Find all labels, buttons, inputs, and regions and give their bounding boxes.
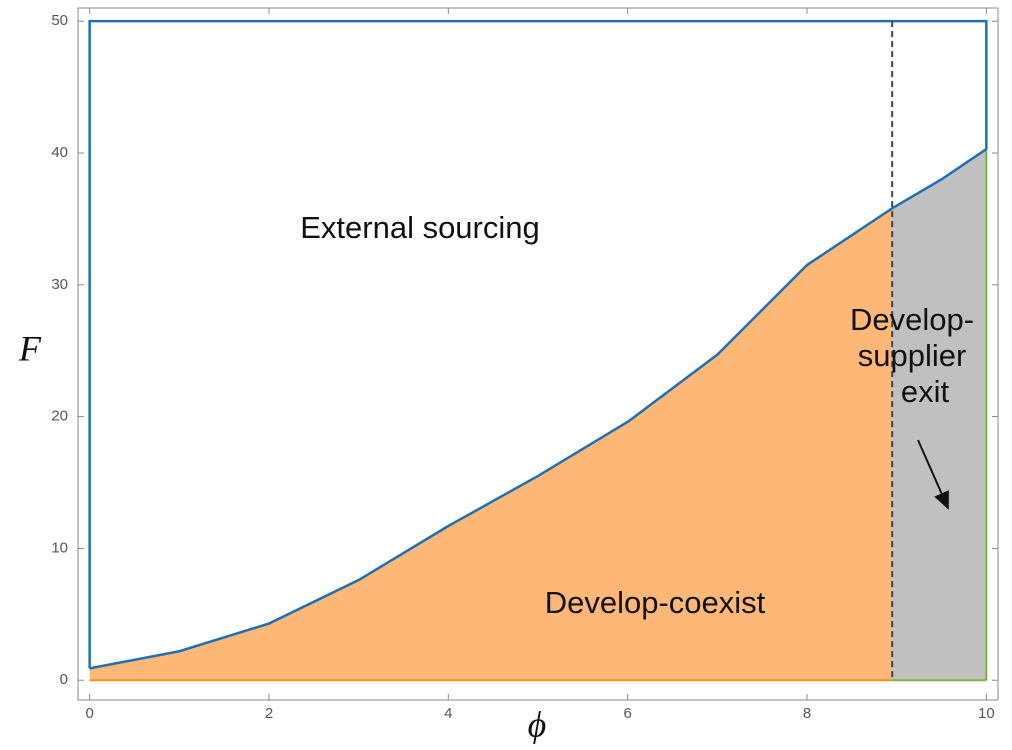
region-area [892,149,987,681]
boundary-curve [89,148,988,670]
region-label: Develop-coexist [545,585,766,620]
region-label: External sourcing [300,210,540,245]
y-axis-label: F [18,328,42,368]
x-tick-label: 2 [265,705,273,722]
plot-frame [77,7,999,701]
x-tick-label: 4 [444,705,452,722]
region-label: supplier [858,338,967,373]
y-tick-label: 20 [51,408,68,425]
y-tick-label: 50 [51,12,68,29]
x-axis-label: ϕ [528,704,547,744]
region-boundary [88,19,988,669]
region-label: exit [901,374,950,409]
y-tick-label: 10 [51,539,68,556]
region-area [89,208,893,681]
x-tick-label: 10 [978,705,995,722]
region-label: Develop- [850,302,974,337]
y-tick-label: 0 [60,671,68,688]
x-tick-label: 6 [623,705,631,722]
x-tick-label: 8 [803,705,811,722]
y-tick-label: 30 [51,276,68,293]
x-tick-label: 0 [85,705,93,722]
annotation-arrow [917,439,949,510]
y-tick-label: 40 [51,144,68,161]
